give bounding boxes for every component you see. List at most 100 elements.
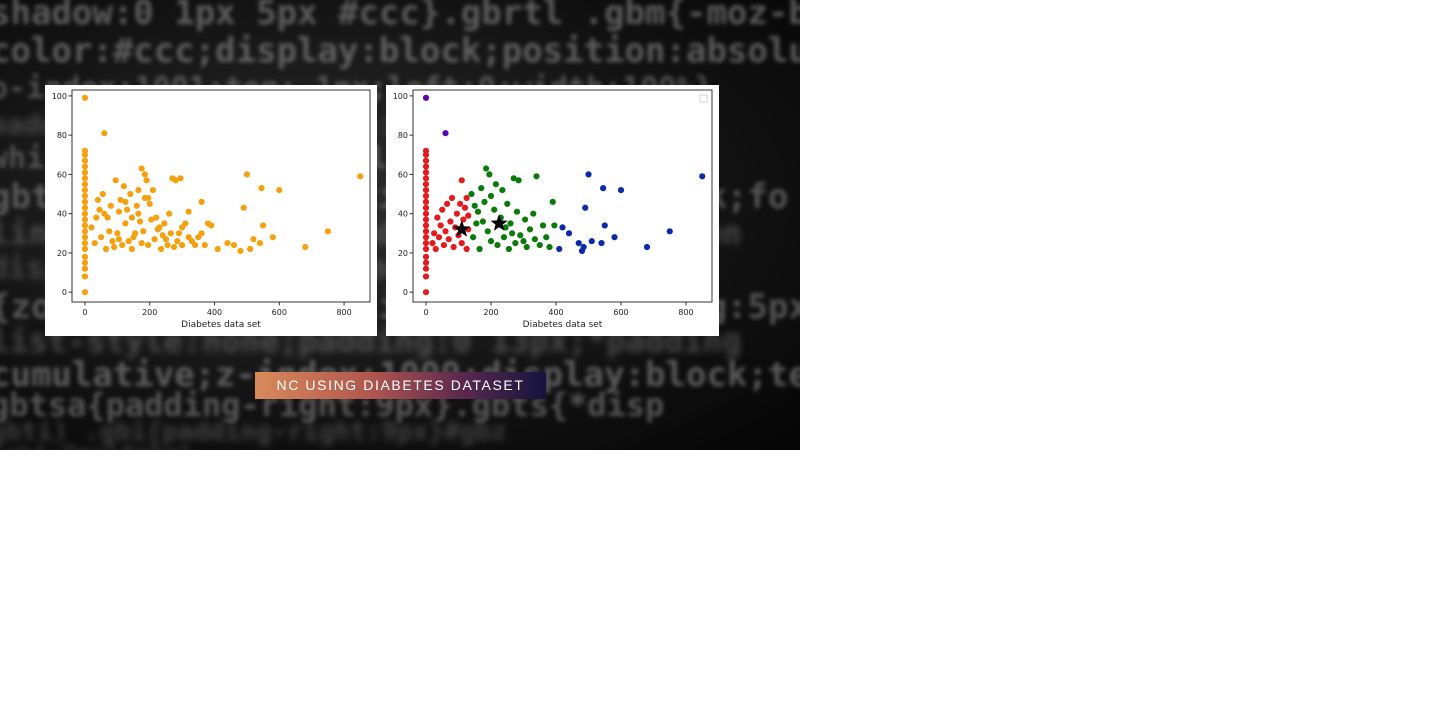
- y-tick-label: 80: [398, 131, 408, 140]
- data-point: [422, 253, 430, 260]
- data-point: [161, 220, 168, 227]
- data-point: [435, 234, 443, 241]
- data-point: [539, 222, 547, 229]
- data-point: [240, 204, 247, 211]
- data-point: [600, 185, 607, 192]
- data-point: [258, 185, 265, 192]
- data-point: [170, 243, 178, 251]
- data-point: [141, 171, 148, 178]
- data-point: [481, 198, 488, 205]
- x-tick-label: 800: [336, 308, 351, 317]
- data-point: [138, 240, 145, 247]
- data-point: [101, 210, 108, 217]
- data-point: [132, 230, 139, 237]
- data-point: [517, 232, 524, 239]
- data-point: [81, 245, 89, 253]
- plot-area-frame: [412, 89, 713, 303]
- data-point: [582, 204, 589, 211]
- x-axis-label: Diabetes data set: [181, 320, 261, 330]
- data-point: [115, 236, 123, 243]
- data-point: [580, 243, 587, 251]
- data-point: [473, 220, 480, 227]
- data-point: [422, 234, 430, 241]
- data-point: [177, 175, 184, 182]
- data-point: [94, 196, 102, 204]
- data-point: [440, 241, 447, 249]
- data-point: [432, 245, 439, 253]
- data-point: [422, 245, 430, 253]
- data-point: [546, 243, 553, 251]
- data-point: [468, 190, 475, 198]
- data-point: [302, 243, 309, 251]
- data-point: [611, 234, 618, 241]
- scatter-chart-original: 0 200 400 600 800 0 20 40 60 80 100 Diabetes data s…: [45, 85, 377, 336]
- data-point: [487, 238, 495, 245]
- data-point: [135, 187, 142, 194]
- data-point: [422, 273, 430, 280]
- scatter-chart-clustered-plot: 0 200 400 600 800 0 20 40 60 80 100 Diabetes data s…: [393, 89, 713, 330]
- data-point: [483, 165, 490, 172]
- data-point: [666, 228, 673, 235]
- data-point: [463, 194, 470, 202]
- code-line: color:#ccc;display:block;position:absolu: [0, 31, 800, 71]
- data-point: [422, 259, 430, 266]
- data-point: [269, 234, 276, 241]
- data-point: [81, 192, 89, 200]
- data-point: [523, 243, 530, 251]
- data-point: [148, 216, 155, 223]
- data-point: [191, 241, 199, 249]
- data-point: [486, 171, 493, 178]
- data-point: [470, 234, 477, 241]
- data-point: [81, 259, 89, 266]
- data-point: [117, 196, 124, 204]
- x-tick-label: 400: [207, 308, 222, 317]
- data-point: [422, 163, 430, 170]
- data-point: [81, 253, 89, 260]
- data-point: [422, 157, 430, 164]
- data-point: [422, 169, 430, 176]
- data-point: [450, 243, 457, 251]
- data-point: [494, 241, 501, 249]
- data-point: [522, 216, 529, 223]
- y-tick-label: 100: [393, 92, 408, 101]
- data-point: [127, 190, 134, 198]
- data-point: [99, 190, 106, 198]
- data-point: [422, 147, 430, 154]
- data-point: [157, 245, 165, 253]
- data-point: [487, 192, 495, 200]
- data-point: [106, 228, 113, 235]
- data-point: [442, 228, 449, 235]
- data-point: [172, 177, 179, 184]
- data-point: [115, 208, 123, 215]
- data-point: [549, 198, 556, 205]
- data-point: [174, 238, 181, 245]
- data-point: [214, 245, 221, 253]
- data-point: [128, 245, 136, 253]
- data-point: [422, 240, 430, 247]
- legend-box: [699, 94, 708, 103]
- data-point: [81, 187, 89, 194]
- x-tick-label: 0: [82, 308, 87, 317]
- data-point: [556, 245, 563, 253]
- data-point: [154, 226, 161, 233]
- data-point: [422, 175, 430, 182]
- data-point: [164, 241, 171, 249]
- data-point: [98, 234, 105, 241]
- data-point: [585, 171, 592, 178]
- code-line: gbti) .gbi{padding-right:9px}#gbz: [0, 417, 507, 447]
- data-point: [185, 208, 192, 215]
- data-point: [179, 241, 186, 249]
- data-point: [422, 192, 430, 200]
- data-point: [439, 206, 446, 213]
- data-point: [81, 169, 89, 176]
- data-point: [324, 228, 331, 235]
- data-point: [133, 202, 140, 209]
- data-point: [515, 177, 522, 184]
- data-point: [151, 236, 158, 243]
- data-point: [492, 181, 499, 188]
- data-point: [81, 216, 89, 223]
- data-point: [507, 220, 514, 227]
- data-point: [442, 130, 449, 137]
- data-point: [447, 218, 454, 225]
- data-point: [81, 198, 89, 205]
